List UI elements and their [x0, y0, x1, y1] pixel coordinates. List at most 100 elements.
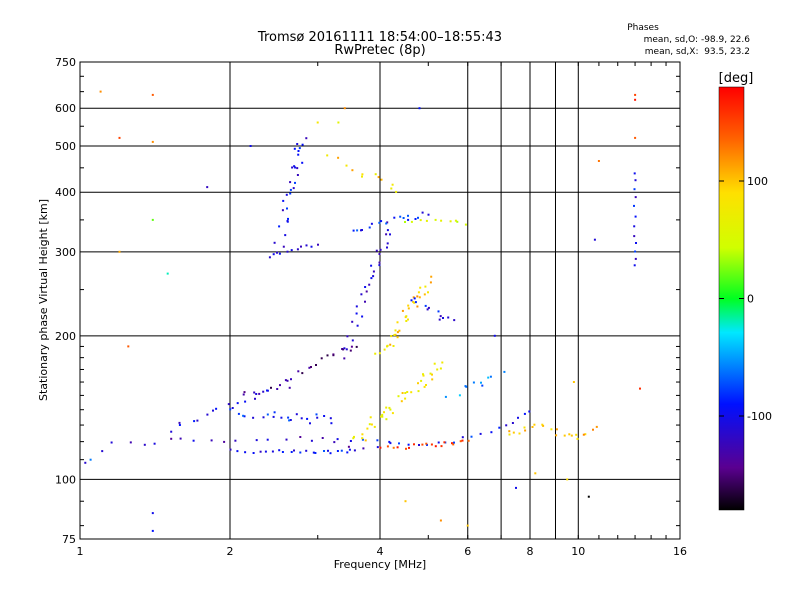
- echo-point: [427, 306, 430, 309]
- echo-point: [309, 422, 311, 425]
- echo-point: [364, 300, 366, 303]
- echo-point: [370, 264, 373, 267]
- echo-point: [329, 417, 332, 420]
- echo-point: [568, 433, 571, 436]
- echo-point: [351, 320, 354, 323]
- echo-point: [427, 213, 430, 216]
- echo-point: [633, 188, 636, 191]
- echo-point: [262, 390, 265, 393]
- echo-point: [429, 281, 432, 284]
- echo-point: [408, 446, 410, 449]
- echo-point: [429, 372, 432, 375]
- echo-point: [464, 223, 467, 226]
- echo-point: [426, 443, 428, 446]
- echo-point: [244, 451, 247, 454]
- echo-point: [374, 173, 377, 176]
- echo-point: [276, 388, 279, 390]
- echo-point: [301, 143, 304, 146]
- echo-point: [489, 375, 492, 378]
- echo-point: [364, 286, 367, 288]
- echo-point: [178, 421, 181, 424]
- echo-point: [375, 249, 378, 252]
- echo-point: [346, 451, 349, 454]
- echo-point: [271, 450, 274, 453]
- echo-point: [340, 449, 343, 452]
- echo-point: [196, 419, 199, 422]
- echo-point: [314, 452, 317, 454]
- echo-point: [423, 385, 426, 388]
- echo-point: [386, 221, 389, 224]
- echo-point: [336, 438, 339, 441]
- y-axis-label: Stationary phase Virtual Height [km]: [37, 199, 50, 401]
- chart-title: Tromsø 20161111 18:54:00–18:55:43: [257, 30, 502, 45]
- echo-point: [407, 214, 409, 217]
- echo-point: [89, 458, 92, 461]
- echo-point: [361, 437, 364, 440]
- echo-point: [437, 310, 440, 313]
- echo-point: [376, 446, 379, 449]
- echo-point: [433, 362, 436, 365]
- echo-point: [296, 174, 299, 176]
- y-tick-label: 600: [55, 102, 76, 115]
- echo-point: [289, 192, 292, 195]
- plot-grid: [80, 62, 680, 539]
- echo-point: [447, 316, 450, 319]
- echo-point: [101, 450, 104, 453]
- echo-point: [249, 145, 252, 147]
- echo-point: [143, 443, 146, 446]
- echo-point: [308, 366, 311, 369]
- echo-point: [392, 345, 395, 347]
- echo-point: [534, 472, 537, 475]
- echo-point: [329, 452, 332, 455]
- echo-point: [349, 349, 352, 352]
- echo-point: [480, 381, 482, 384]
- echo-point: [317, 243, 319, 246]
- echo-point: [285, 438, 288, 441]
- y-tick-label: 750: [55, 56, 76, 69]
- echo-point: [422, 374, 425, 377]
- y-tick-label: 100: [55, 473, 76, 486]
- echo-point: [412, 300, 415, 303]
- echo-point: [396, 331, 399, 334]
- echo-point: [332, 354, 335, 357]
- echo-point: [518, 432, 521, 435]
- echo-point: [633, 225, 636, 228]
- colorbar-tick-label: 0: [747, 293, 754, 306]
- echo-point: [278, 449, 281, 452]
- echo-point: [439, 315, 442, 318]
- echo-point: [355, 312, 358, 315]
- echo-point: [360, 293, 363, 296]
- echo-point: [394, 329, 397, 332]
- echo-point: [192, 439, 195, 442]
- echo-point: [438, 318, 441, 321]
- echo-point: [292, 187, 295, 190]
- echo-point: [300, 245, 302, 248]
- echo-point: [531, 426, 534, 428]
- echo-point: [84, 461, 87, 464]
- echo-point: [342, 348, 345, 351]
- echo-point: [276, 251, 278, 254]
- echo-point: [273, 411, 276, 414]
- echo-point: [405, 447, 407, 450]
- echo-point: [368, 283, 371, 286]
- echo-point: [242, 414, 245, 417]
- echo-point: [280, 416, 283, 419]
- echo-point: [286, 220, 289, 222]
- echo-point: [206, 413, 209, 416]
- echo-point: [279, 384, 281, 387]
- echo-point: [493, 334, 496, 337]
- echo-point: [259, 450, 262, 453]
- colorbar-tick-label: -100: [747, 410, 772, 423]
- echo-point: [393, 334, 396, 336]
- echo-point: [99, 90, 102, 93]
- echo-point: [634, 250, 637, 253]
- echo-point: [286, 207, 288, 210]
- echo-point: [414, 301, 417, 304]
- echo-point: [394, 333, 397, 336]
- echo-point: [398, 329, 401, 332]
- echo-point: [215, 407, 218, 410]
- echo-point: [508, 433, 511, 436]
- echo-point: [316, 416, 319, 419]
- echo-point: [461, 436, 464, 439]
